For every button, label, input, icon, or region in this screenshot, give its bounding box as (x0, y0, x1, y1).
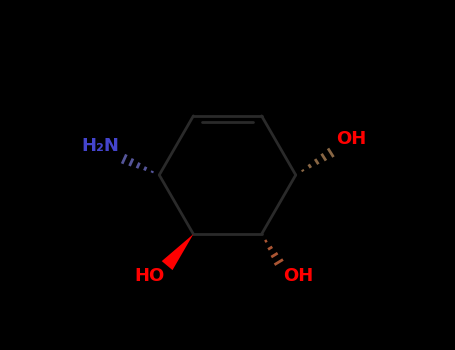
Text: H₂N: H₂N (81, 137, 119, 155)
Text: OH: OH (283, 267, 313, 285)
Text: HO: HO (134, 267, 164, 285)
Polygon shape (162, 234, 193, 270)
Text: OH: OH (336, 130, 366, 148)
